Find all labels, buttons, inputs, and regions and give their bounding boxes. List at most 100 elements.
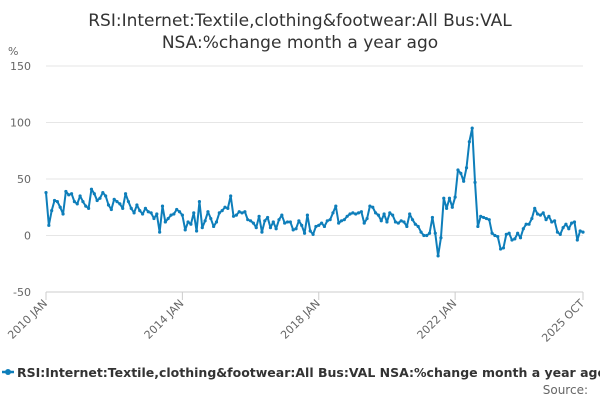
data-point[interactable] [402, 220, 406, 224]
data-point[interactable] [348, 212, 352, 216]
data-point[interactable] [430, 215, 435, 220]
data-point[interactable] [240, 211, 244, 215]
data-point[interactable] [297, 219, 301, 223]
data-point[interactable] [109, 207, 113, 212]
data-point[interactable] [101, 190, 105, 195]
legend[interactable]: RSI:Internet:Textile,clothing&footwear:A… [2, 365, 600, 380]
data-point[interactable] [422, 233, 426, 238]
data-point[interactable] [192, 211, 196, 215]
data-point[interactable] [325, 219, 329, 223]
data-point[interactable] [445, 206, 449, 210]
data-point[interactable] [58, 205, 62, 209]
data-point[interactable] [467, 140, 471, 144]
data-point[interactable] [246, 218, 250, 222]
data-point[interactable] [552, 219, 557, 223]
data-point[interactable] [243, 210, 247, 214]
data-point[interactable] [513, 237, 517, 241]
data-point[interactable] [106, 203, 111, 207]
data-point[interactable] [447, 196, 452, 200]
data-point[interactable] [527, 222, 531, 226]
data-point[interactable] [399, 219, 403, 223]
data-point[interactable] [385, 220, 389, 224]
data-point[interactable] [212, 224, 216, 229]
data-point[interactable] [271, 220, 275, 224]
data-point[interactable] [104, 194, 108, 198]
data-point[interactable] [115, 200, 119, 204]
data-point[interactable] [453, 195, 457, 199]
data-point[interactable] [263, 219, 267, 223]
data-point[interactable] [493, 233, 497, 238]
data-point[interactable] [459, 171, 463, 175]
data-point[interactable] [547, 214, 551, 218]
data-point[interactable] [206, 210, 210, 214]
data-point[interactable] [339, 219, 344, 223]
data-point[interactable] [52, 198, 57, 203]
data-point[interactable] [530, 216, 534, 221]
data-point[interactable] [55, 200, 59, 204]
data-point[interactable] [146, 210, 150, 214]
data-point[interactable] [75, 202, 79, 206]
data-point[interactable] [223, 205, 227, 209]
data-point[interactable] [342, 218, 346, 222]
data-point[interactable] [470, 126, 474, 130]
data-point[interactable] [87, 206, 91, 210]
data-point[interactable] [172, 212, 176, 216]
data-point[interactable] [518, 236, 523, 240]
data-point[interactable] [158, 230, 162, 234]
data-point[interactable] [288, 220, 292, 224]
data-point[interactable] [555, 230, 560, 234]
data-point[interactable] [254, 225, 258, 230]
data-point[interactable] [538, 213, 542, 217]
data-point[interactable] [388, 211, 392, 215]
data-point[interactable] [132, 211, 136, 215]
data-point[interactable] [564, 222, 568, 226]
data-point[interactable] [572, 220, 577, 224]
data-point[interactable] [300, 223, 304, 227]
data-point[interactable] [143, 206, 148, 210]
data-point[interactable] [126, 200, 130, 204]
data-point[interactable] [277, 218, 281, 222]
data-point[interactable] [581, 230, 585, 234]
data-point[interactable] [197, 200, 202, 204]
data-point[interactable] [92, 192, 96, 196]
data-point[interactable] [320, 221, 324, 225]
data-point[interactable] [163, 220, 167, 224]
data-point[interactable] [499, 247, 503, 251]
data-point[interactable] [425, 233, 429, 238]
data-point[interactable] [570, 221, 574, 225]
data-point[interactable] [248, 219, 253, 223]
data-point[interactable] [496, 235, 500, 239]
data-point[interactable] [410, 218, 415, 222]
data-point[interactable] [379, 219, 383, 223]
data-point[interactable] [337, 221, 341, 225]
data-point[interactable] [175, 207, 179, 212]
data-point[interactable] [535, 212, 540, 216]
data-point[interactable] [351, 211, 355, 215]
data-point[interactable] [427, 231, 432, 235]
data-point[interactable] [98, 196, 102, 200]
data-point[interactable] [521, 227, 525, 231]
data-point[interactable] [81, 200, 85, 204]
data-point[interactable] [487, 218, 491, 222]
data-point[interactable] [112, 197, 116, 201]
data-point[interactable] [371, 205, 375, 209]
data-point[interactable] [95, 198, 99, 203]
data-point[interactable] [413, 222, 417, 226]
data-point[interactable] [200, 225, 204, 230]
data-point[interactable] [462, 179, 466, 183]
data-point[interactable] [180, 213, 184, 217]
data-point[interactable] [149, 211, 153, 215]
data-point[interactable] [169, 213, 173, 217]
data-point[interactable] [578, 229, 582, 233]
data-point[interactable] [376, 213, 381, 217]
data-point[interactable] [84, 204, 88, 208]
data-point[interactable] [484, 216, 488, 221]
data-point[interactable] [550, 220, 554, 224]
data-point[interactable] [393, 220, 398, 224]
data-point[interactable] [118, 202, 122, 206]
data-point[interactable] [78, 194, 82, 198]
data-point[interactable] [209, 216, 213, 221]
data-point[interactable] [504, 232, 508, 236]
data-point[interactable] [121, 206, 125, 210]
data-point[interactable] [280, 213, 284, 217]
